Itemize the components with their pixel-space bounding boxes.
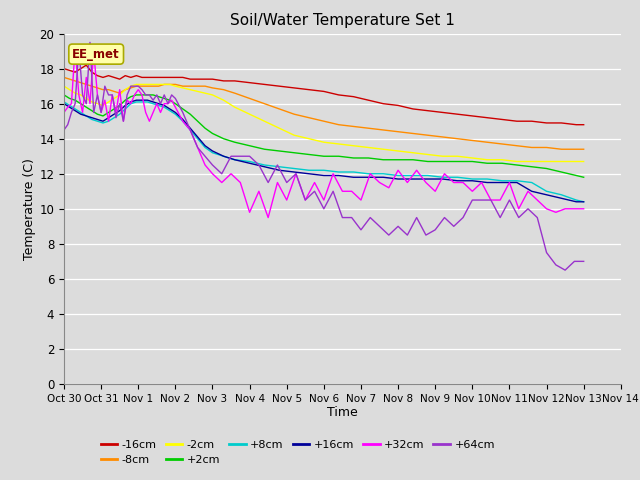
Y-axis label: Temperature (C): Temperature (C) (24, 158, 36, 260)
Legend: -16cm, -8cm, -2cm, +2cm, +8cm, +16cm, +32cm, +64cm: -16cm, -8cm, -2cm, +2cm, +8cm, +16cm, +3… (96, 435, 500, 469)
Title: Soil/Water Temperature Set 1: Soil/Water Temperature Set 1 (230, 13, 455, 28)
X-axis label: Time: Time (327, 407, 358, 420)
Text: EE_met: EE_met (72, 48, 120, 60)
